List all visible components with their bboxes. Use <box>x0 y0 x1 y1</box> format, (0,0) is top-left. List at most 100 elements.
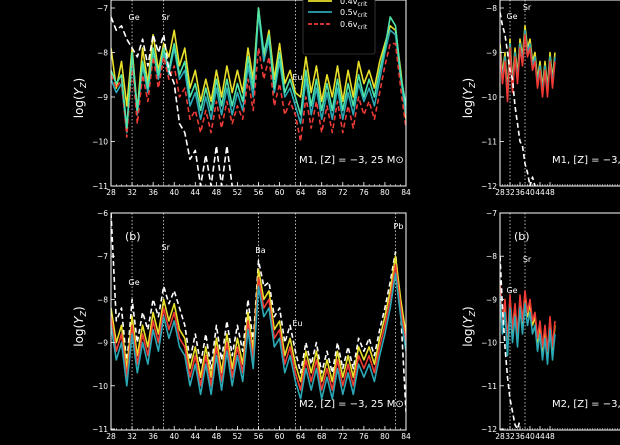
x-tick-label: 32 <box>127 432 137 441</box>
x-tick-label: 40 <box>169 432 179 441</box>
x-tick-label: 84 <box>401 188 411 197</box>
y-tick-label: −9 <box>97 339 108 348</box>
series-line-3 <box>111 7 406 129</box>
x-axis-ticks: 28 32 36 40 44 48 <box>495 182 620 197</box>
x-tick-label: 56 <box>254 432 264 441</box>
x-tick-label: 28 <box>106 432 116 441</box>
x-tick-label: 48 <box>545 188 555 197</box>
element-label-sr: Sr <box>161 13 170 22</box>
x-tick-label: 36 <box>148 188 158 197</box>
x-tick-label: 64 <box>296 432 306 441</box>
x-tick-label: 60 <box>275 188 285 197</box>
element-label-ge: Ge <box>506 286 517 295</box>
x-axis-ticks: 28 32 36 40 44 48 <box>495 426 620 441</box>
model-annotation: M1, [Z] = −3, <box>552 155 620 166</box>
y-tick-label: −7 <box>97 252 108 261</box>
series-line-3 <box>500 256 521 430</box>
x-tick-label: 52 <box>233 432 243 441</box>
y-tick-label: −12 <box>481 182 497 191</box>
y-tick-label: −8 <box>97 295 108 304</box>
panel-M2-right: 28 32 36 40 44 48−12−11−10−9−8−7log(YZ)GeSr(b… <box>461 209 620 441</box>
legend-label-2: 0.6vcrit <box>340 20 368 31</box>
element-label-ge: Ge <box>129 13 140 22</box>
y-tick-label: −9 <box>486 295 497 304</box>
series-line-3 <box>500 12 536 186</box>
x-tick-label: 76 <box>359 188 369 197</box>
x-tick-label: 36 <box>515 188 525 197</box>
x-tick-label: 32 <box>505 188 515 197</box>
element-label-ge: Ge <box>129 278 140 287</box>
x-tick-label: 40 <box>169 188 179 197</box>
model-annotation: M2, [Z] = −3, 25 M⊙ <box>299 399 404 410</box>
element-label-ba: Ba <box>255 246 265 255</box>
x-tick-label: 64 <box>296 188 306 197</box>
model-annotation: M2, [Z] = −3, <box>552 399 620 410</box>
element-label-eu: Eu <box>292 73 302 82</box>
x-tick-label: 84 <box>401 432 411 441</box>
y-axis-ticks: −12 −11 −10 −9 −8 <box>481 4 504 191</box>
element-label-eu: Eu <box>292 319 302 328</box>
y-tick-label: −11 <box>481 138 497 147</box>
x-tick-label: 44 <box>191 188 201 197</box>
x-tick-label: 68 <box>317 432 327 441</box>
series-line-2 <box>111 264 406 391</box>
y-tick-label: −8 <box>486 4 497 13</box>
x-tick-label: 28 <box>106 188 116 197</box>
x-tick-label: 60 <box>275 432 285 441</box>
y-axis-ticks: −12 −11 −10 −9 −8 −7 <box>481 209 504 434</box>
y-axis-label: log(YZ) <box>461 306 477 347</box>
x-tick-label: 32 <box>505 432 515 441</box>
panel-M1-right: 28 32 36 40 44 48−12−11−10−9−8log(YZ)GeSrM1, … <box>461 0 620 197</box>
x-tick-label: 28 <box>495 188 505 197</box>
series-line-0 <box>111 213 406 412</box>
x-tick-label: 48 <box>212 432 222 441</box>
x-tick-label: 36 <box>515 432 525 441</box>
y-tick-label: −9 <box>97 93 108 102</box>
x-tick-label: 80 <box>380 188 390 197</box>
x-tick-label: 48 <box>212 188 222 197</box>
y-tick-label: −10 <box>92 382 108 391</box>
y-axis-label: log(YZ) <box>72 78 88 119</box>
y-axis-label: log(YZ) <box>461 78 477 119</box>
series-line-1 <box>111 255 406 383</box>
y-tick-label: −11 <box>92 425 108 434</box>
x-tick-label: 68 <box>317 188 327 197</box>
y-axis-ticks: −11 −10 −9 −8 −7 −6 <box>92 209 115 434</box>
x-tick-label: 56 <box>254 188 264 197</box>
x-tick-label: 80 <box>380 432 390 441</box>
x-tick-label: 52 <box>233 188 243 197</box>
y-tick-label: −11 <box>92 182 108 191</box>
x-tick-label: 40 <box>525 188 535 197</box>
legend-label-0: 0.4vcrit <box>340 0 368 8</box>
x-tick-label: 72 <box>338 188 348 197</box>
legend-box <box>302 0 376 55</box>
series-line-2 <box>500 33 556 103</box>
element-label-sr: Sr <box>523 3 532 12</box>
y-tick-label: −6 <box>97 209 108 218</box>
panel-letter: (b) <box>125 230 141 243</box>
x-tick-label: 28 <box>495 432 505 441</box>
legend-label-1: 0.5vcrit <box>340 8 368 19</box>
element-label-pb: Pb <box>394 222 404 231</box>
y-tick-label: −7 <box>97 4 108 13</box>
element-label-sr: Sr <box>523 255 532 264</box>
x-tick-label: 40 <box>525 432 535 441</box>
model-annotation: M1, [Z] = −3, 25 M⊙ <box>299 155 404 166</box>
x-tick-label: 44 <box>535 188 545 197</box>
series-line-4 <box>111 16 233 186</box>
panel-M2: 28 32 36 40 44 48 52 56 60 64 68 72 76 80 84 −11 −10 −9 −8… <box>72 209 411 441</box>
x-tick-label: 36 <box>148 432 158 441</box>
y-tick-label: −12 <box>481 425 497 434</box>
panel-letter: (b) <box>514 230 530 243</box>
y-axis-label: log(YZ) <box>72 306 88 347</box>
y-tick-label: −11 <box>481 382 497 391</box>
series-line-2 <box>111 42 406 143</box>
y-tick-label: −10 <box>92 138 108 147</box>
y-axis-ticks: −11 −10 −9 −8 −7 <box>92 4 115 191</box>
series-line-3 <box>111 272 406 400</box>
x-tick-label: 48 <box>545 432 555 441</box>
x-axis-ticks: 28 32 36 40 44 48 52 56 60 64 68 72 76 80 84 <box>106 182 411 197</box>
x-tick-label: 44 <box>191 432 201 441</box>
